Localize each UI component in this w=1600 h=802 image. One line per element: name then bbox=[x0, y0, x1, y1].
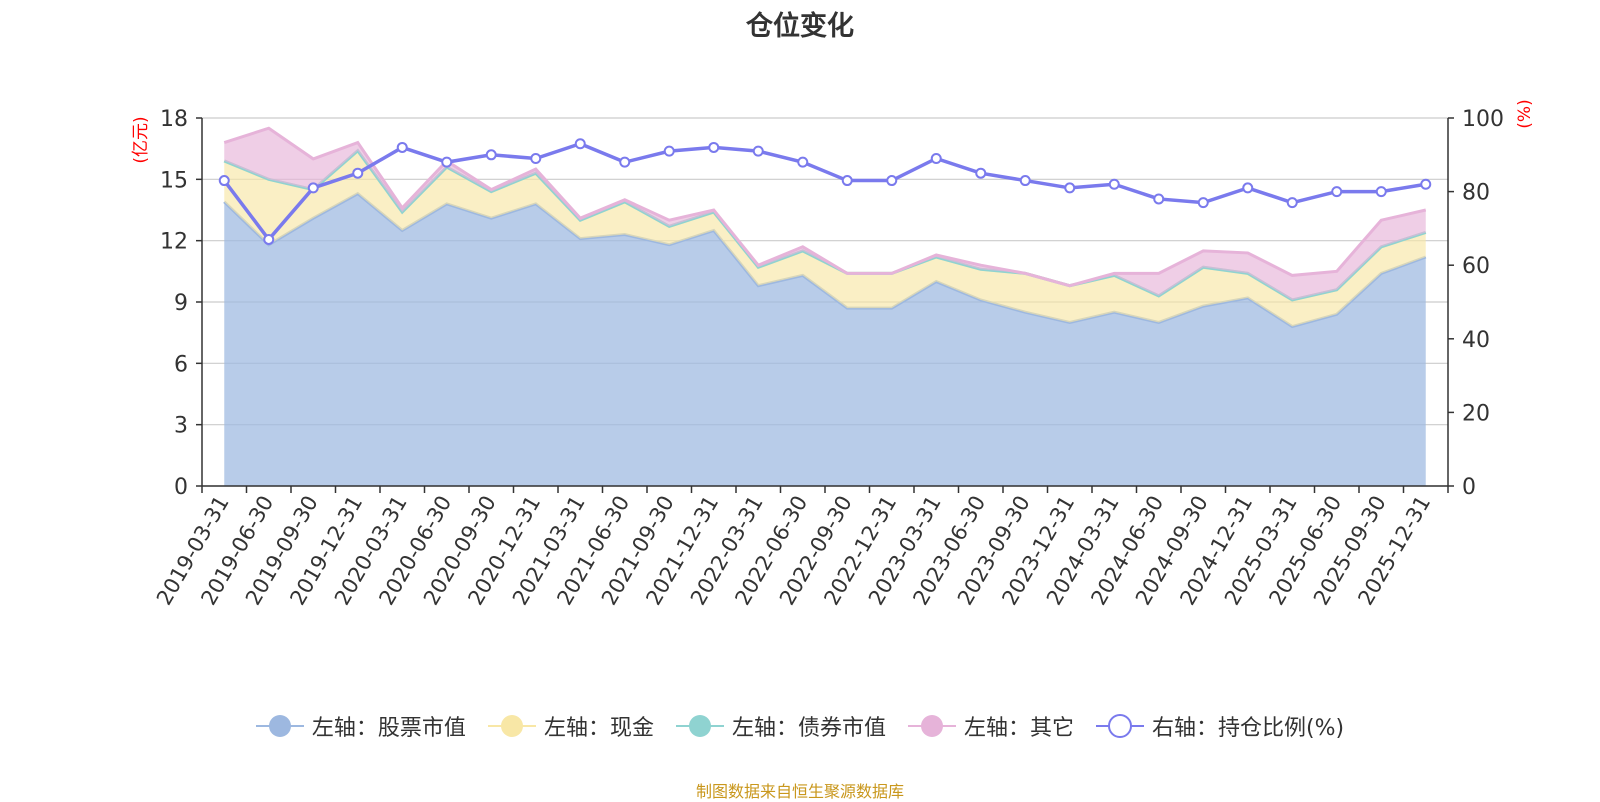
ratio-point bbox=[485, 149, 497, 161]
right-axis-tick-label: 80 bbox=[1462, 181, 1490, 206]
legend-item-bond[interactable]: 左轴：债券市值 bbox=[675, 710, 886, 742]
ratio-point bbox=[752, 145, 764, 157]
legend-item-cash[interactable]: 左轴：现金 bbox=[487, 710, 654, 742]
chart-title: 仓位变化 bbox=[746, 11, 854, 42]
ratio-point bbox=[1286, 197, 1298, 209]
legend-marker-icon bbox=[487, 715, 536, 737]
legend-label: 左轴：其它 bbox=[963, 716, 1074, 741]
ratio-point bbox=[619, 156, 631, 168]
legend: 左轴：股票市值 左轴：现金 左轴：债券市值 左轴：其它 右轴：持仓比例(%) bbox=[0, 708, 1600, 744]
ratio-point bbox=[1153, 193, 1165, 205]
legend-label: 右轴：持仓比例(%) bbox=[1151, 716, 1345, 741]
ratio-point bbox=[841, 175, 853, 187]
ratio-point bbox=[441, 156, 453, 168]
right-axis-tick-label: 0 bbox=[1462, 475, 1476, 500]
ratio-point bbox=[1108, 178, 1120, 190]
ratio-line bbox=[222, 141, 1427, 243]
legend-marker-icon bbox=[675, 715, 724, 737]
ratio-point bbox=[886, 175, 898, 187]
left-axis-tick-label: 0 bbox=[174, 475, 188, 500]
source-note: 制图数据来自恒生聚源数据库 bbox=[695, 782, 904, 801]
left-axis-tick-label: 9 bbox=[174, 291, 188, 316]
ratio-point bbox=[708, 141, 720, 153]
ratio-point bbox=[396, 141, 408, 153]
right-axis-unit: (%) bbox=[1515, 99, 1535, 128]
ratio-point bbox=[663, 145, 675, 157]
right-axis-tick-label: 100 bbox=[1462, 107, 1504, 132]
ratio-point bbox=[797, 156, 809, 168]
legend-marker-icon bbox=[1095, 714, 1144, 738]
ratio-point bbox=[1064, 182, 1076, 194]
ratio-point bbox=[1197, 197, 1209, 209]
ratio-line-series bbox=[218, 138, 1432, 245]
cash-area bbox=[224, 150, 1426, 327]
legend-label: 左轴：股票市值 bbox=[311, 716, 466, 741]
left-axis-tick-label: 3 bbox=[174, 414, 188, 439]
legend-label: 左轴：债券市值 bbox=[731, 716, 886, 741]
other-area-line bbox=[223, 126, 1427, 288]
ratio-point bbox=[930, 152, 942, 164]
area-series bbox=[223, 126, 1427, 486]
other-area bbox=[224, 128, 1426, 300]
left-axis-tick-label: 15 bbox=[160, 168, 188, 193]
ratio-point bbox=[307, 182, 319, 194]
ratio-point bbox=[530, 152, 542, 164]
ratio-point bbox=[1375, 186, 1387, 198]
left-axis-tick-label: 6 bbox=[174, 352, 188, 377]
ratio-point bbox=[1331, 186, 1343, 198]
ratio-point bbox=[263, 233, 275, 245]
legend-item-other[interactable]: 左轴：其它 bbox=[907, 710, 1074, 742]
ratio-point bbox=[1019, 175, 1031, 187]
legend-marker-icon bbox=[255, 715, 304, 737]
ratio-point bbox=[1242, 182, 1254, 194]
right-axis-tick-label: 40 bbox=[1462, 328, 1490, 353]
left-axis-unit: (亿元) bbox=[131, 116, 151, 163]
legend-label: 左轴：现金 bbox=[543, 716, 654, 741]
ratio-point bbox=[218, 175, 230, 187]
legend-marker-icon bbox=[907, 715, 956, 737]
ratio-point bbox=[574, 138, 586, 150]
ratio-point bbox=[1420, 178, 1432, 190]
stock-area bbox=[224, 193, 1426, 486]
left-axis-tick-label: 18 bbox=[160, 107, 188, 132]
left-axis-tick-label: 12 bbox=[160, 230, 188, 255]
legend-item-stock[interactable]: 左轴：股票市值 bbox=[255, 710, 466, 742]
right-axis-tick-label: 20 bbox=[1462, 401, 1490, 426]
ratio-point bbox=[352, 167, 364, 179]
legend-item-ratio[interactable]: 右轴：持仓比例(%) bbox=[1095, 710, 1345, 742]
right-axis-tick-label: 60 bbox=[1462, 254, 1490, 279]
ratio-point bbox=[975, 167, 987, 179]
